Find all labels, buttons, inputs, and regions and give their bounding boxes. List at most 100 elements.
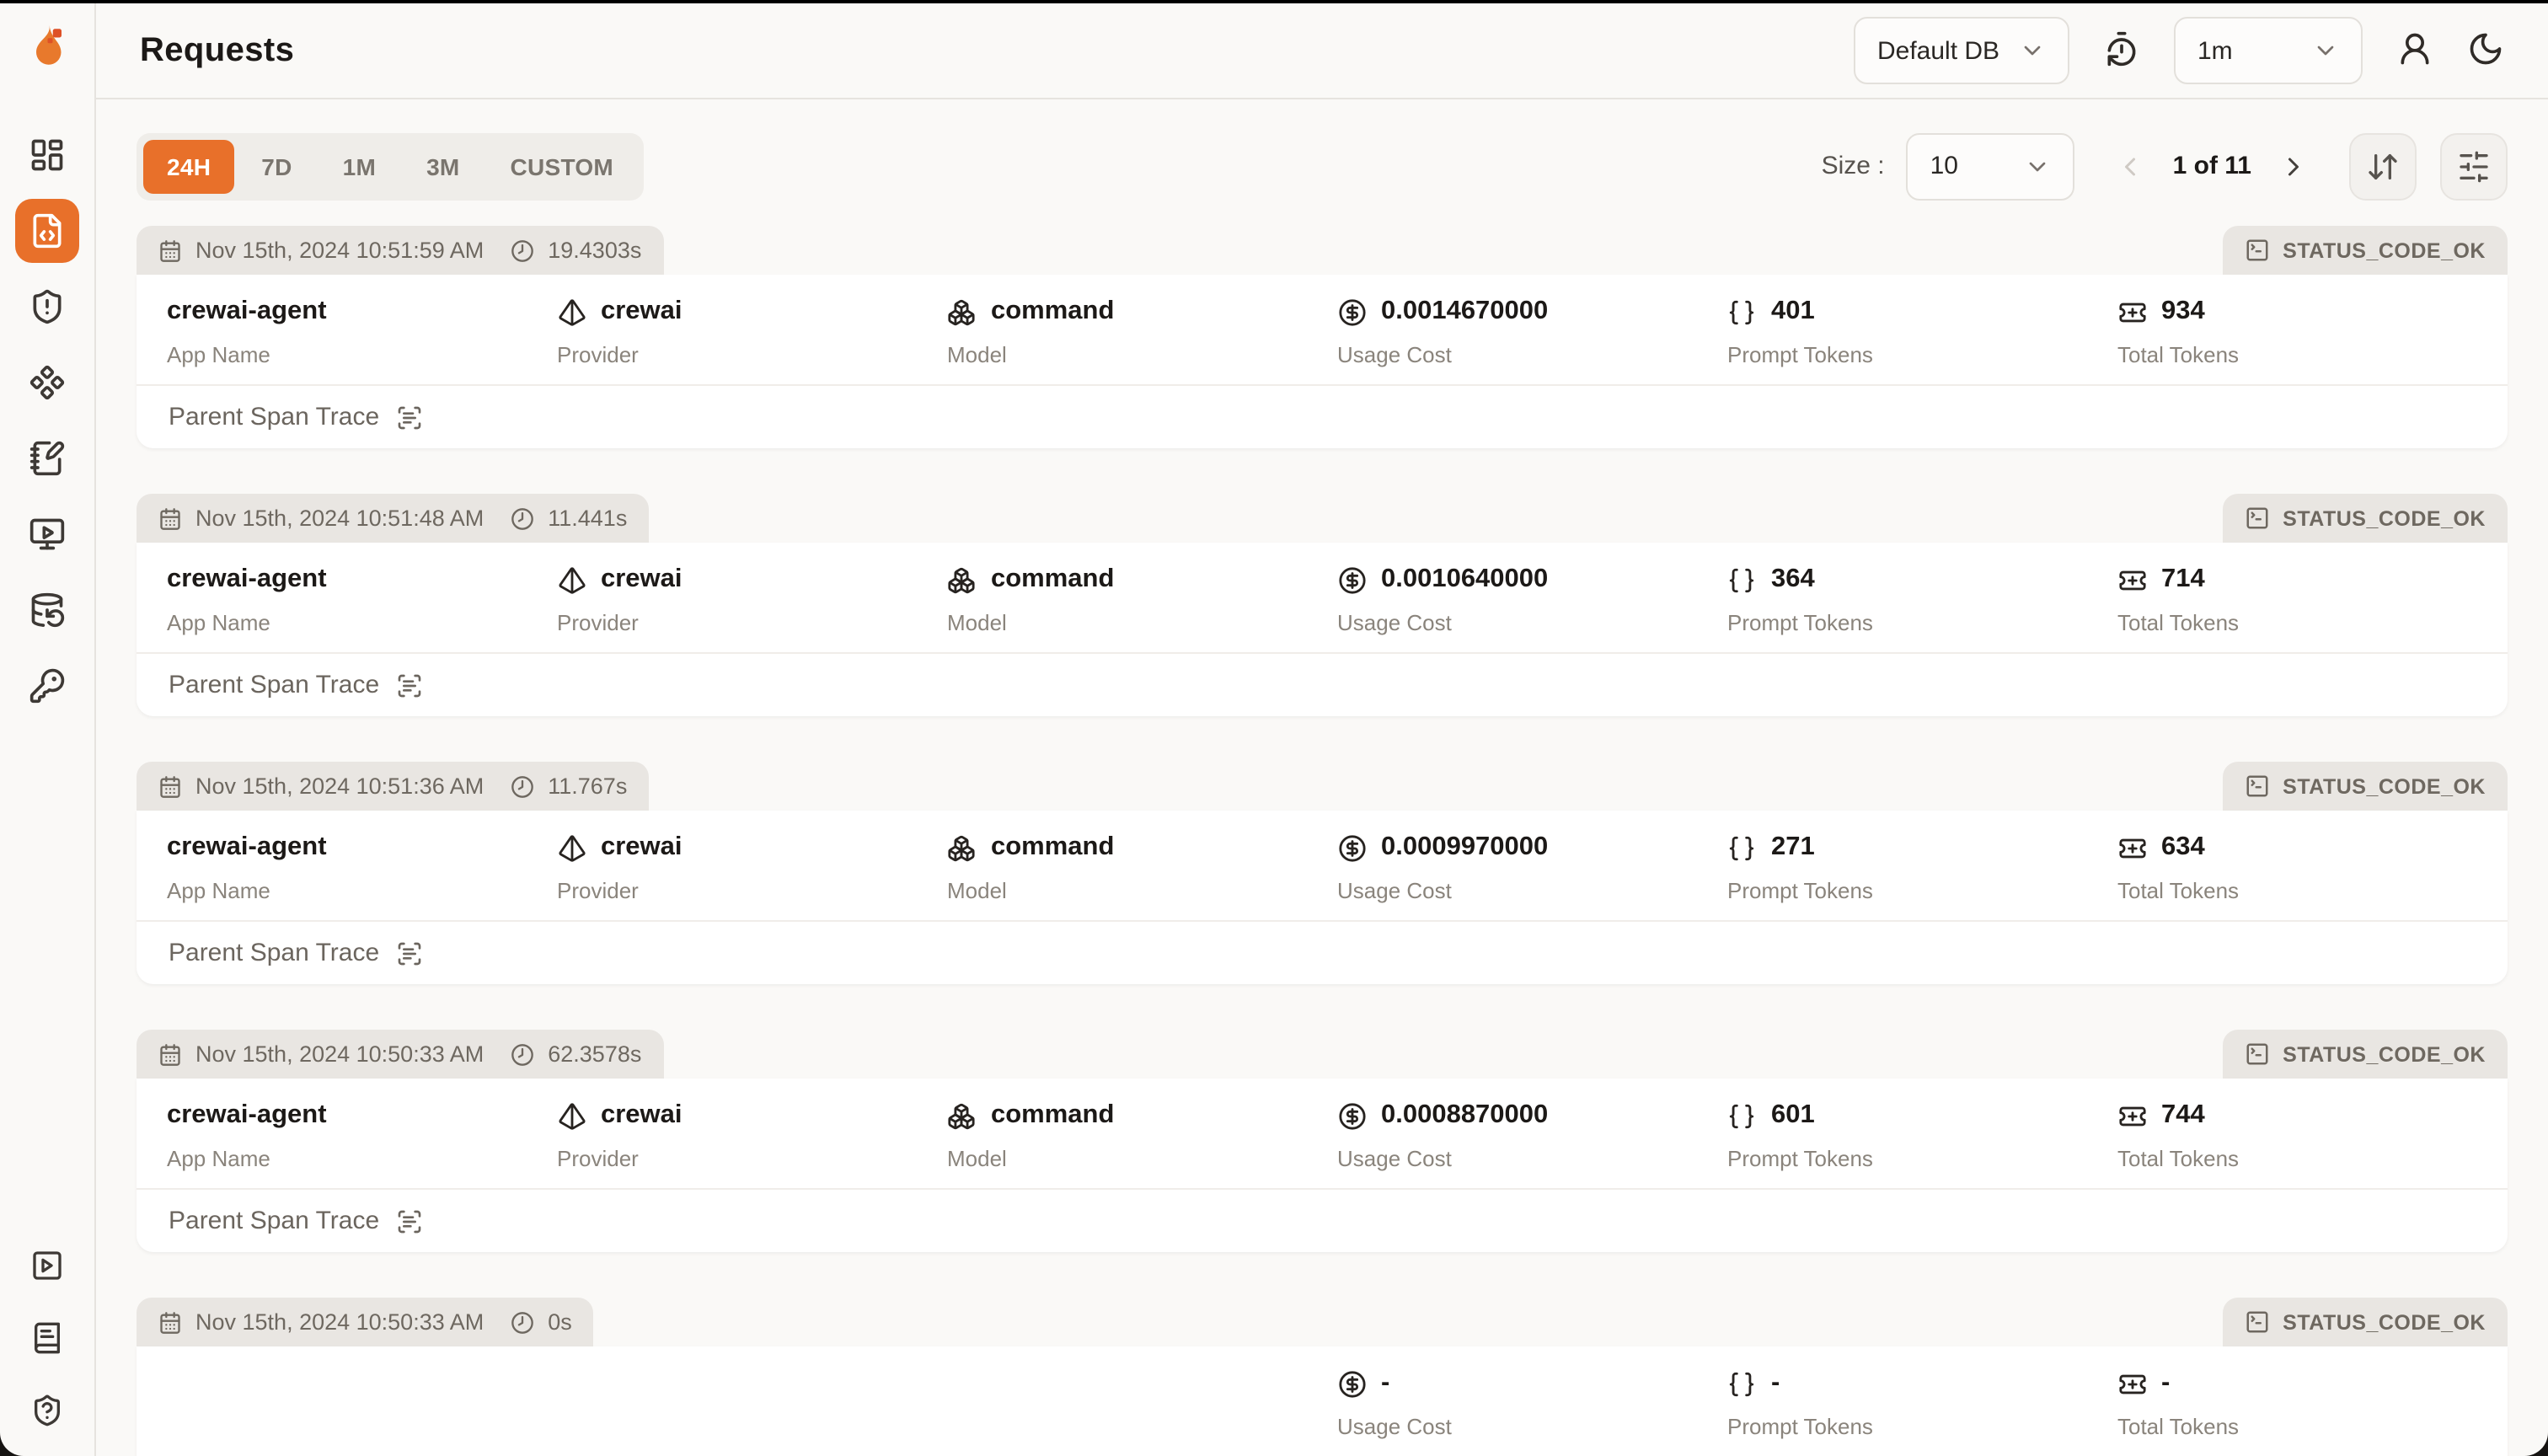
chevron-left-icon	[2116, 151, 2146, 181]
field-app-name: crewai-agent App Name	[167, 295, 557, 367]
pyramid-icon	[557, 565, 586, 594]
request-duration: 11.767s	[548, 774, 628, 799]
scan-text-icon	[396, 404, 423, 431]
field-usage-cost: 0.0009970000 Usage Cost	[1337, 831, 1727, 903]
prompt-tokens-label: Prompt Tokens	[1727, 878, 1873, 903]
time-range-tab[interactable]: 1M	[319, 139, 399, 193]
sidebar-item-getting-started[interactable]	[15, 1234, 79, 1298]
sort-button[interactable]	[2349, 132, 2417, 200]
ticket-plus-icon	[2117, 1369, 2146, 1398]
view-trace-button[interactable]	[396, 404, 423, 431]
total-tokens-label: Total Tokens	[2117, 610, 2240, 635]
sidebar-item-prompt-hub[interactable]	[15, 426, 79, 490]
usage-cost-label: Usage Cost	[1337, 610, 1452, 635]
boxes-icon	[947, 297, 976, 326]
time-range-tab[interactable]: 24H	[143, 139, 235, 193]
dark-mode-toggle[interactable]	[2467, 29, 2504, 72]
view-trace-button[interactable]	[396, 939, 423, 966]
braces-icon	[1727, 1101, 1756, 1130]
openlit-logo-icon[interactable]	[22, 22, 72, 72]
sidebar-item-vault[interactable]	[15, 351, 79, 415]
prompt-tokens-label: Prompt Tokens	[1727, 1146, 1873, 1171]
parent-span-trace-label: Parent Span Trace	[169, 671, 380, 699]
timestamp-badge: Nov 15th, 2024 10:51:48 AM 11.441s	[136, 494, 650, 543]
field-total-tokens: 934 Total Tokens	[2117, 295, 2508, 367]
refresh-timer-button[interactable]	[2103, 29, 2140, 72]
sidebar-item-dashboard[interactable]	[15, 123, 79, 187]
time-range-tab[interactable]: 3M	[403, 139, 483, 193]
square-play-icon	[30, 1249, 64, 1282]
shield-question-icon	[30, 1394, 64, 1427]
request-card[interactable]: Nov 15th, 2024 10:50:33 AM 0s STATUS_COD…	[136, 1298, 2508, 1456]
ticket-plus-icon	[2117, 1101, 2146, 1130]
refresh-interval-selector[interactable]: 1m	[2174, 17, 2363, 84]
app-name-value: crewai-agent	[167, 1100, 327, 1129]
braces-icon	[1727, 297, 1756, 326]
card-body: crewai-agent App Name crewai	[136, 1079, 2508, 1252]
database-selector[interactable]: Default DB	[1854, 17, 2069, 84]
time-range-tab[interactable]: CUSTOM	[487, 139, 638, 193]
provider-label: Provider	[557, 342, 639, 367]
app-name-label: App Name	[167, 342, 270, 367]
page-size-selector[interactable]: 10	[1906, 132, 2075, 200]
total-tokens-value: 744	[2161, 1100, 2205, 1129]
field-app-name: crewai-agent App Name	[167, 563, 557, 635]
provider-label: Provider	[557, 610, 639, 635]
sidebar-item-database-config[interactable]	[15, 578, 79, 642]
page-title: Requests	[140, 31, 295, 68]
boxes-icon	[947, 565, 976, 594]
time-range-tab[interactable]: 7D	[238, 139, 315, 193]
view-trace-button[interactable]	[396, 672, 423, 699]
usage-cost-label: Usage Cost	[1337, 342, 1452, 367]
provider-value: crewai	[601, 565, 682, 593]
app-name-value: crewai-agent	[167, 565, 327, 593]
square-terminal-icon	[2244, 1309, 2269, 1335]
card-body: crewai-agent App Name crewai	[136, 543, 2508, 716]
sidebar-item-exceptions[interactable]	[15, 275, 79, 339]
ticket-plus-icon	[2117, 833, 2146, 862]
sidebar-item-documentation[interactable]	[15, 1306, 79, 1370]
list-controls: Size : 10 1 of 11	[1822, 132, 2508, 200]
total-tokens-label: Total Tokens	[2117, 878, 2240, 903]
model-value: command	[991, 832, 1115, 861]
usage-cost-value: 0.0014670000	[1381, 297, 1549, 325]
prompt-tokens-value: -	[1771, 1368, 1780, 1397]
pyramid-icon	[557, 833, 586, 862]
field-model: command Model	[947, 295, 1337, 367]
total-tokens-label: Total Tokens	[2117, 1146, 2240, 1171]
app-name-value: crewai-agent	[167, 832, 327, 861]
sidebar-item-api-keys[interactable]	[15, 654, 79, 718]
card-body: crewai-agent App Name crewai	[136, 275, 2508, 448]
page-size-value: 10	[1930, 152, 1958, 180]
clock-icon	[511, 506, 534, 530]
request-date: Nov 15th, 2024 10:50:33 AM	[195, 1309, 484, 1335]
app-name-label: App Name	[167, 878, 270, 903]
sidebar-item-requests[interactable]	[15, 199, 79, 263]
field-app-name: crewai-agent App Name	[167, 831, 557, 903]
profile-button[interactable]	[2396, 29, 2433, 72]
request-card[interactable]: Nov 15th, 2024 10:51:48 AM 11.441s STATU…	[136, 494, 2508, 716]
request-card[interactable]: Nov 15th, 2024 10:51:36 AM 11.767s STATU…	[136, 762, 2508, 984]
card-fields: App Name Provider	[136, 1346, 2508, 1456]
previous-page-button[interactable]	[2116, 151, 2146, 181]
sidebar-item-support[interactable]	[15, 1378, 79, 1443]
usage-cost-value: 0.0010640000	[1381, 565, 1549, 593]
request-card[interactable]: Nov 15th, 2024 10:51:59 AM 19.4303s STAT…	[136, 226, 2508, 448]
file-code-icon	[29, 212, 66, 249]
chevron-down-icon	[2019, 37, 2046, 64]
database-backup-icon	[29, 592, 66, 629]
sidebar-item-openground[interactable]	[15, 502, 79, 566]
prompt-tokens-label: Prompt Tokens	[1727, 1414, 1873, 1439]
view-trace-button[interactable]	[396, 1207, 423, 1234]
provider-value: crewai	[601, 832, 682, 861]
chevron-down-icon	[2312, 37, 2339, 64]
provider-label: Provider	[557, 1146, 639, 1171]
request-card[interactable]: Nov 15th, 2024 10:50:33 AM 62.3578s STAT…	[136, 1030, 2508, 1252]
next-page-button[interactable]	[2278, 151, 2309, 181]
filter-button[interactable]	[2440, 132, 2508, 200]
total-tokens-label: Total Tokens	[2117, 342, 2240, 367]
model-label: Model	[947, 610, 1007, 635]
card-fields: crewai-agent App Name crewai	[136, 811, 2508, 920]
field-provider: Provider	[557, 1367, 947, 1439]
